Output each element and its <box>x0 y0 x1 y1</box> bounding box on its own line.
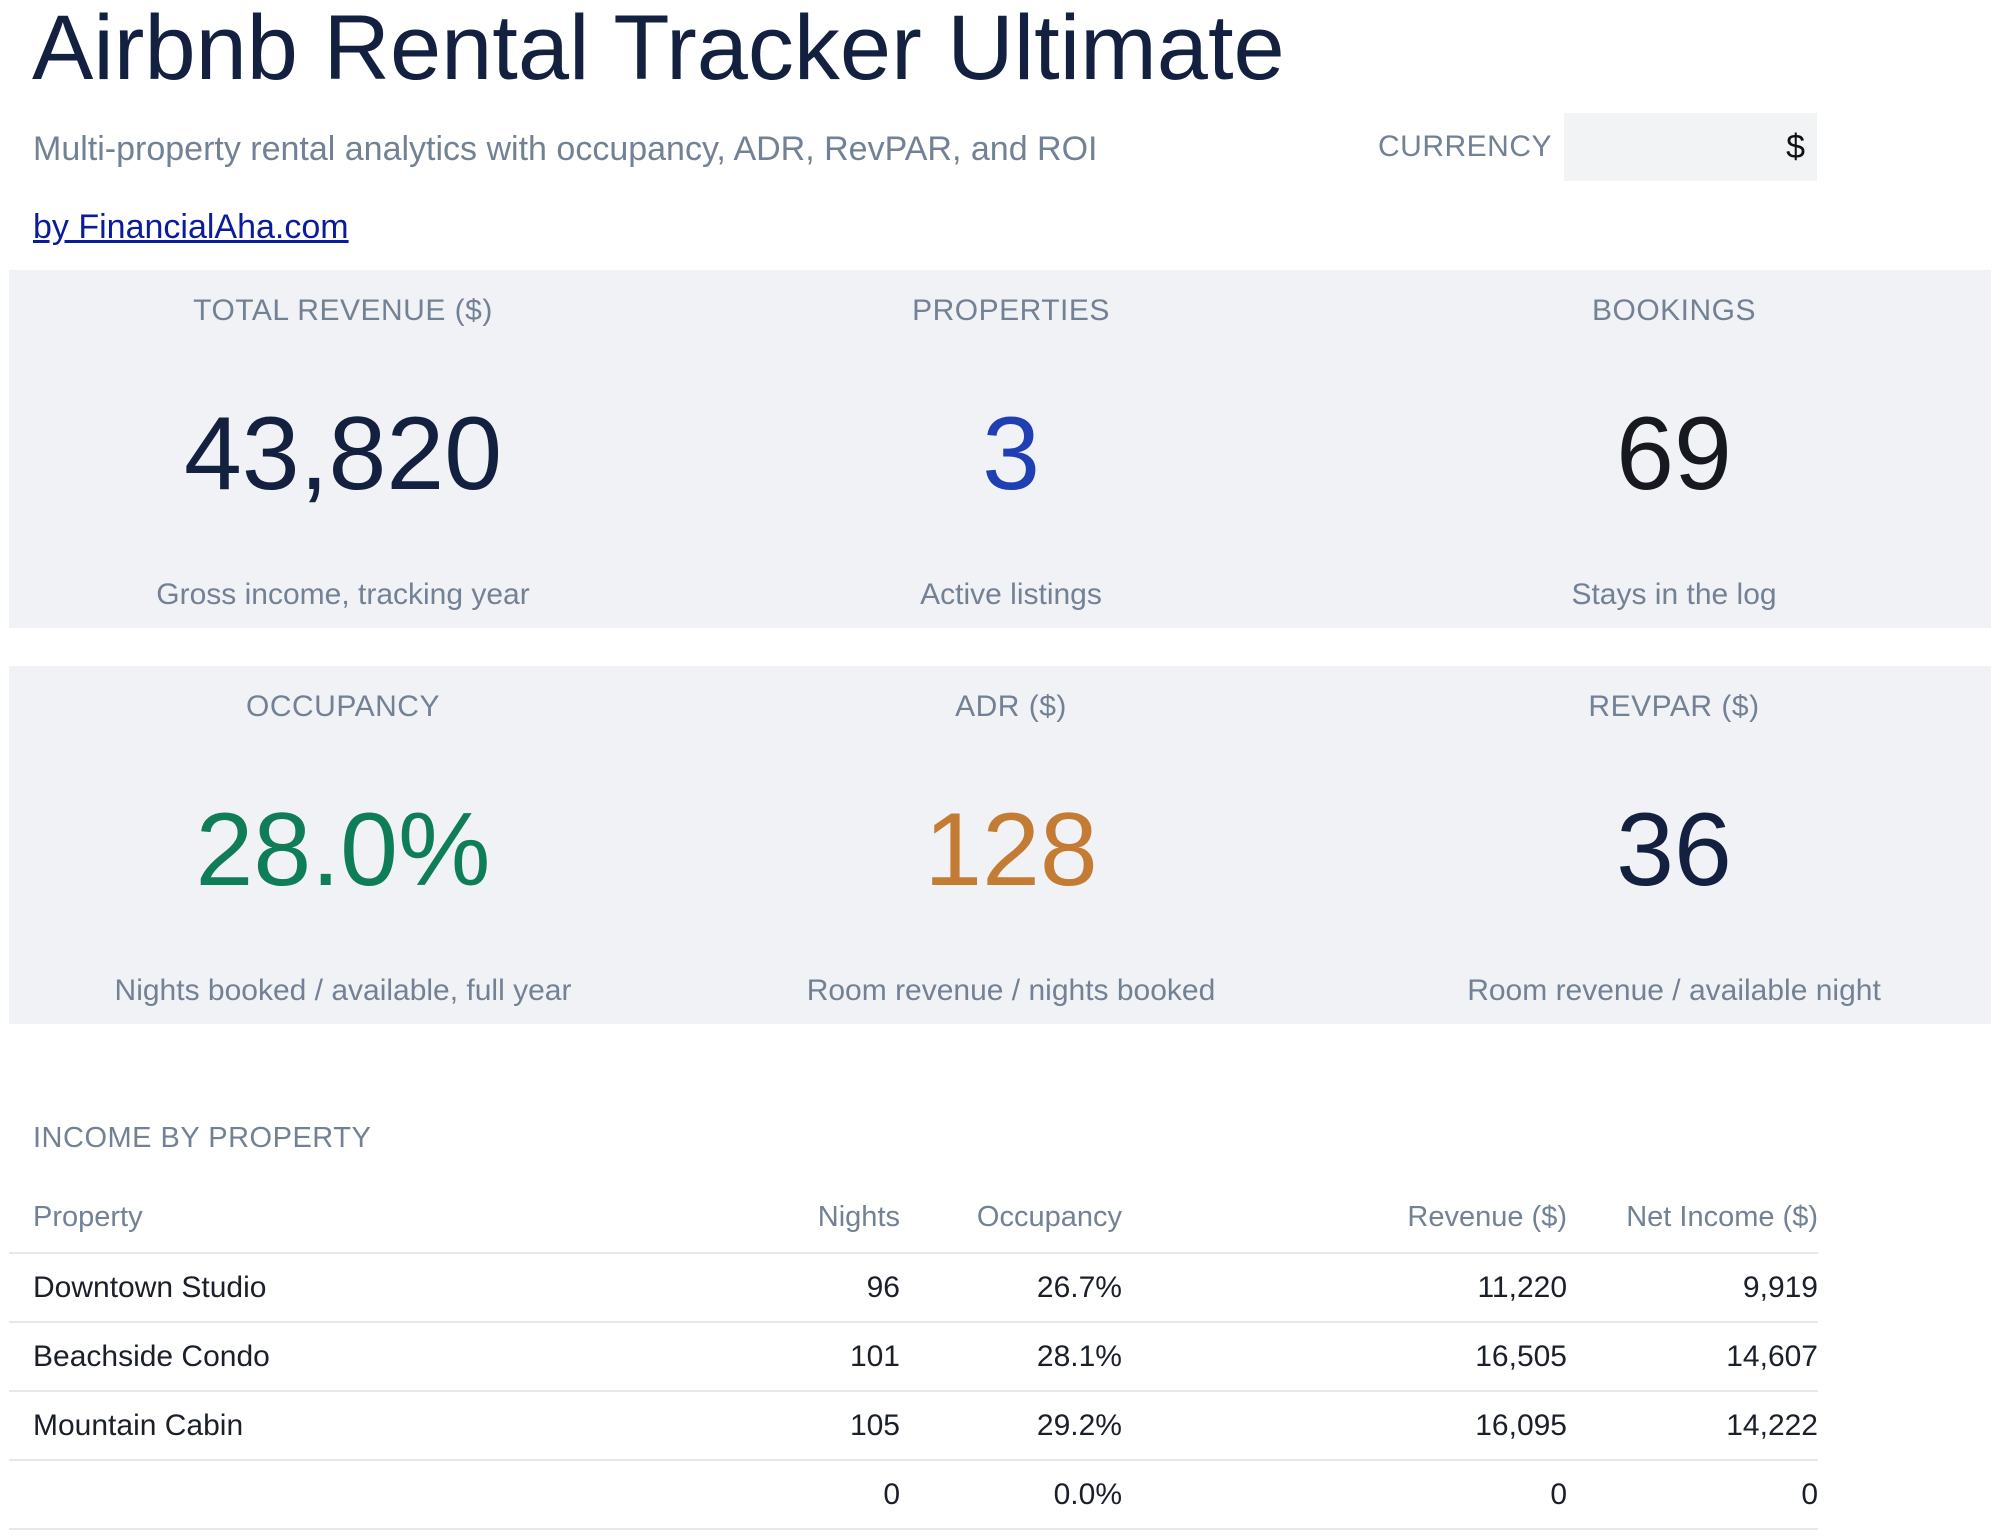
cell-nights: 105 <box>604 1391 900 1461</box>
kpi-description: Stays in the log <box>1571 578 1777 611</box>
kpi-band-performance: OCCUPANCY 28.0% Nights booked / availabl… <box>9 666 1991 1024</box>
cell-property: Beachside Condo <box>9 1322 604 1392</box>
kpi-description: Gross income, tracking year <box>156 578 530 611</box>
kpi-value: 69 <box>1616 396 1732 512</box>
kpi-description: Active listings <box>920 578 1102 611</box>
column-header-revenue: Revenue ($) <box>1122 1182 1567 1254</box>
cell-net-income: 0 <box>1567 1460 1818 1530</box>
kpi-label: ADR ($) <box>955 690 1067 723</box>
page-subtitle: Multi-property rental analytics with occ… <box>33 130 1098 168</box>
table-row: Downtown Studio 96 26.7% 11,220 9,919 <box>9 1253 1818 1323</box>
kpi-description: Nights booked / available, full year <box>114 974 572 1007</box>
currency-input[interactable]: $ <box>1564 113 1817 181</box>
byline-link[interactable]: by FinancialAha.com <box>33 208 349 246</box>
section-title-income-by-property: INCOME BY PROPERTY <box>33 1122 372 1154</box>
currency-label: CURRENCY <box>1378 130 1553 163</box>
kpi-value: 28.0% <box>195 792 491 908</box>
kpi-label: PROPERTIES <box>912 294 1110 327</box>
cell-occupancy: 0.0% <box>900 1460 1122 1530</box>
cell-nights: 96 <box>604 1253 900 1323</box>
cell-revenue: 16,095 <box>1122 1391 1567 1461</box>
kpi-label: REVPAR ($) <box>1588 690 1760 723</box>
table-header-row: Property Nights Occupancy Revenue ($) Ne… <box>9 1182 1818 1254</box>
kpi-value: 3 <box>982 396 1040 512</box>
column-header-net-income: Net Income ($) <box>1567 1182 1818 1254</box>
cell-net-income: 14,607 <box>1567 1322 1818 1392</box>
column-header-nights: Nights <box>604 1182 900 1254</box>
cell-property: Mountain Cabin <box>9 1391 604 1461</box>
kpi-label: BOOKINGS <box>1591 294 1757 327</box>
kpi-bookings: BOOKINGS 69 Stays in the log <box>1345 270 2000 628</box>
cell-net-income: 14,222 <box>1567 1391 1818 1461</box>
table-row: Mountain Cabin 105 29.2% 16,095 14,222 <box>9 1391 1818 1461</box>
cell-revenue: 11,220 <box>1122 1253 1567 1323</box>
column-header-occupancy: Occupancy <box>900 1182 1122 1254</box>
cell-property: Downtown Studio <box>9 1253 604 1323</box>
kpi-band-primary: TOTAL REVENUE ($) 43,820 Gross income, t… <box>9 270 1991 628</box>
kpi-value: 36 <box>1616 792 1732 908</box>
cell-nights: 101 <box>604 1322 900 1392</box>
cell-revenue: 16,505 <box>1122 1322 1567 1392</box>
kpi-total-revenue: TOTAL REVENUE ($) 43,820 Gross income, t… <box>9 270 677 628</box>
cell-occupancy: 26.7% <box>900 1253 1122 1323</box>
kpi-value: 128 <box>924 792 1098 908</box>
cell-occupancy: 29.2% <box>900 1391 1122 1461</box>
column-header-property: Property <box>9 1182 604 1254</box>
income-by-property-table: Property Nights Occupancy Revenue ($) Ne… <box>9 1182 1818 1530</box>
table-row: Beachside Condo 101 28.1% 16,505 14,607 <box>9 1322 1818 1392</box>
kpi-description: Room revenue / nights booked <box>806 974 1216 1007</box>
cell-nights: 0 <box>604 1460 900 1530</box>
kpi-label: TOTAL REVENUE ($) <box>193 294 493 327</box>
cell-net-income: 9,919 <box>1567 1253 1818 1323</box>
kpi-adr: ADR ($) 128 Room revenue / nights booked <box>677 666 1345 1024</box>
table-row: 0 0.0% 0 0 <box>9 1460 1818 1530</box>
kpi-description: Room revenue / available night <box>1467 974 1881 1007</box>
cell-revenue: 0 <box>1122 1460 1567 1530</box>
kpi-properties: PROPERTIES 3 Active listings <box>677 270 1345 628</box>
cell-occupancy: 28.1% <box>900 1322 1122 1392</box>
kpi-label: OCCUPANCY <box>246 690 440 723</box>
kpi-value: 43,820 <box>183 396 503 512</box>
kpi-occupancy: OCCUPANCY 28.0% Nights booked / availabl… <box>9 666 677 1024</box>
page-title: Airbnb Rental Tracker Ultimate <box>32 0 1285 99</box>
cell-property <box>9 1460 604 1530</box>
kpi-revpar: REVPAR ($) 36 Room revenue / available n… <box>1345 666 2000 1024</box>
